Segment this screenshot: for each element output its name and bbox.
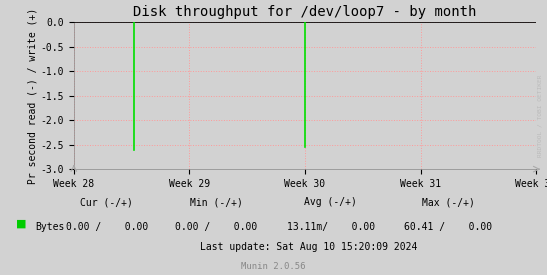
Title: Disk throughput for /dev/loop7 - by month: Disk throughput for /dev/loop7 - by mont… — [133, 6, 476, 20]
Text: 0.00 /    0.00: 0.00 / 0.00 — [66, 222, 148, 232]
Text: Avg (-/+): Avg (-/+) — [305, 197, 357, 207]
Text: 0.00 /    0.00: 0.00 / 0.00 — [175, 222, 257, 232]
Text: 60.41 /    0.00: 60.41 / 0.00 — [404, 222, 493, 232]
Text: Cur (-/+): Cur (-/+) — [80, 197, 133, 207]
Text: 13.11m/    0.00: 13.11m/ 0.00 — [287, 222, 375, 232]
Text: RRDTOOL / TOBI OETIKER: RRDTOOL / TOBI OETIKER — [538, 74, 543, 157]
Text: Last update: Sat Aug 10 15:20:09 2024: Last update: Sat Aug 10 15:20:09 2024 — [200, 243, 418, 252]
Text: Min (-/+): Min (-/+) — [190, 197, 242, 207]
Text: ■: ■ — [16, 219, 27, 229]
Text: Bytes: Bytes — [36, 222, 65, 232]
Text: Munin 2.0.56: Munin 2.0.56 — [241, 262, 306, 271]
Y-axis label: Pr second read (-) / write (+): Pr second read (-) / write (+) — [28, 7, 38, 184]
Text: Max (-/+): Max (-/+) — [422, 197, 475, 207]
